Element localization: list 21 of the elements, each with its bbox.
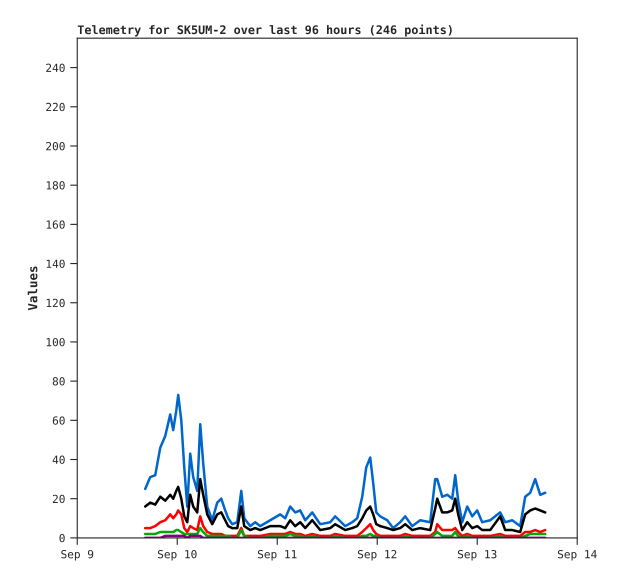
y-tick-label: 220: [46, 102, 65, 112]
x-tick-label: Sep 11: [258, 550, 297, 561]
x-tick-label: Sep 14: [558, 550, 597, 561]
y-tick-label: 80: [52, 377, 65, 386]
x-tick-label: Sep 13: [458, 550, 496, 561]
y-tick-label: 40: [52, 456, 65, 464]
y-tick-label: 0: [59, 534, 65, 542]
y-tick-label: 60: [52, 416, 65, 425]
y-tick-label: 20: [52, 494, 65, 504]
y-tick-label: 140: [46, 260, 65, 268]
y-axis-title: Values: [28, 266, 38, 310]
y-tick-label: 100: [46, 338, 65, 346]
y-tick-label: 180: [46, 181, 65, 190]
y-tick-label: 160: [46, 220, 65, 229]
x-tick-label: Sep 10: [158, 550, 197, 561]
chart-title: Telemetry for SK5UM-2 over last 96 hours (246 points): [78, 24, 452, 37]
x-tick-label: Sep 9: [61, 550, 94, 561]
y-tick-label: 120: [46, 298, 65, 308]
y-tick-label: 200: [46, 142, 65, 150]
x-tick-label: Sep 12: [358, 550, 396, 561]
y-tick-label: 240: [46, 64, 65, 72]
